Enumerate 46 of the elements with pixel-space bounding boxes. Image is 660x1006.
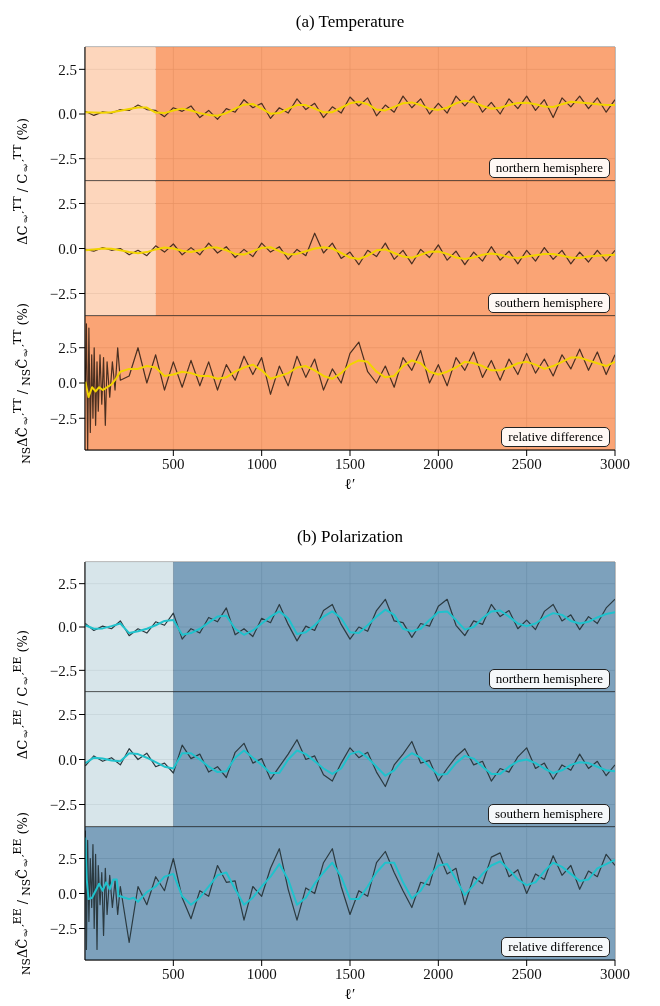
annotation: northern hemisphere [495, 671, 603, 686]
annotation: relative difference [508, 939, 603, 954]
x-tick-label: 1000 [246, 455, 277, 472]
x-tick-label: 1500 [335, 455, 365, 472]
x-tick-label: 1500 [335, 965, 365, 982]
chart-title: (b) Polarization [296, 527, 404, 546]
y-tick-label: 0.0 [58, 375, 77, 392]
y-tick-label: −2.5 [49, 150, 77, 167]
y-tick-label: 0.0 [58, 240, 77, 257]
y-tick-label: −2.5 [49, 920, 77, 937]
annotation: southern hemisphere [495, 806, 603, 821]
line-series [85, 246, 615, 260]
x-tick-label: 2500 [511, 965, 542, 982]
chart-title: (a) Temperature [295, 12, 405, 31]
y-tick-label: −2.5 [49, 410, 77, 427]
y-tick-label: −2.5 [49, 796, 77, 813]
x-tick-label: 2500 [511, 455, 542, 472]
x-axis-title: ℓ′ [344, 476, 356, 492]
y-tick-label: −2.5 [49, 285, 77, 302]
y-tick-label: −2.5 [49, 662, 77, 679]
x-tick-label: 500 [162, 965, 185, 982]
x-tick-label: 2000 [423, 455, 454, 472]
x-tick-label: 3000 [600, 965, 630, 982]
line-series [85, 739, 615, 788]
line-series [85, 598, 615, 642]
annotation: northern hemisphere [495, 160, 603, 175]
y-tick-label: 0.0 [58, 885, 77, 902]
x-tick-label: 1000 [246, 965, 277, 982]
x-tick-label: 2000 [423, 965, 454, 982]
y-tick-label: 2.5 [58, 340, 77, 357]
y-tick-label: 0.0 [58, 619, 77, 636]
annotation: relative difference [508, 429, 603, 444]
y-tick-label: 2.5 [58, 61, 77, 78]
annotation: southern hemisphere [495, 295, 603, 310]
x-tick-label: 500 [162, 455, 185, 472]
y-tick-label: 2.5 [58, 850, 77, 867]
y-tick-label: 2.5 [58, 706, 77, 723]
line-series [85, 608, 615, 636]
y-tick-label: 0.0 [58, 751, 77, 768]
x-axis-title: ℓ′ [344, 986, 356, 1002]
y-tick-label: 0.0 [58, 106, 77, 123]
line-series [85, 749, 615, 777]
line-series [85, 356, 615, 399]
y-tick-label: 2.5 [58, 575, 77, 592]
x-tick-label: 3000 [600, 455, 630, 472]
y-tick-label: 2.5 [58, 195, 77, 212]
